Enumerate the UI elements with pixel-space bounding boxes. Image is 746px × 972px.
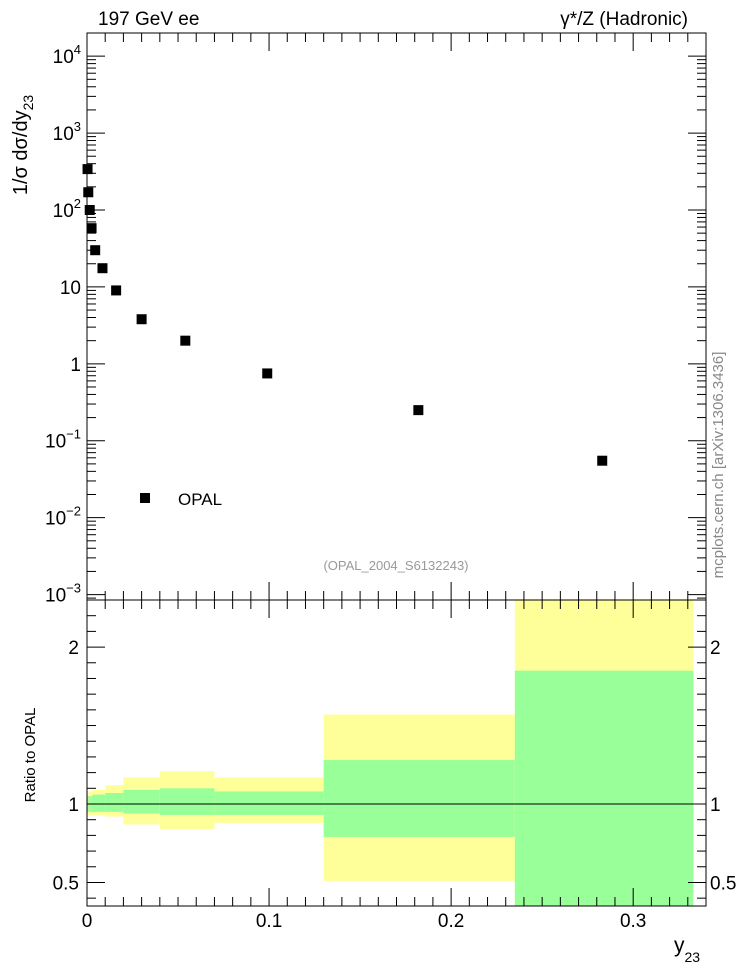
main-y-axis-title-sub: 23 (20, 95, 36, 111)
ratio-panel: 0.5 0.5 1 1 2 2 0 0.1 0.2 0.3 Ratio to OPAL y23 (22, 599, 736, 965)
main-y-tick-label: 103 (53, 119, 81, 145)
main-y-tick-base: 10 (45, 432, 66, 453)
ratio-x-ticks: 0 0.1 0.2 0.3 (82, 600, 707, 932)
main-y-tick-base: 1 (70, 355, 81, 376)
ratio-uncertainty-bands (87, 600, 694, 906)
legend-marker (140, 493, 150, 503)
data-point (111, 285, 122, 296)
main-y-tick-exp: 2 (74, 196, 81, 211)
main-y-tick-exp: −2 (66, 504, 81, 519)
analysis-id-label: (OPAL_2004_S6132243) (323, 558, 468, 573)
inner-uncertainty-band (214, 791, 324, 815)
data-point (82, 164, 93, 175)
ratio-y-tick-label-right: 0.5 (710, 873, 736, 894)
main-y-tick-exp: −3 (66, 581, 81, 596)
inner-uncertainty-band (514, 670, 694, 906)
ratio-y-ticks: 0.5 0.5 1 1 2 2 (53, 615, 736, 899)
ratio-y-tick-label: 2 (68, 638, 79, 659)
main-y-tick-label: 10 (60, 278, 81, 299)
main-y-axis-title-main: 1/σ dσ/dy (10, 110, 32, 195)
main-plot-frame (86, 32, 707, 601)
data-point (262, 368, 273, 379)
inner-uncertainty-band (123, 789, 160, 814)
x-tick-label: 0.3 (620, 911, 646, 932)
data-point (86, 223, 97, 234)
main-y-tick-base: 10 (53, 201, 74, 222)
main-y-tick-base: 10 (45, 586, 66, 607)
legend-label-opal: OPAL (178, 490, 222, 509)
main-y-tick-label: 102 (53, 196, 81, 222)
main-y-tick-base: 10 (45, 509, 66, 530)
x-axis-title: y23 (674, 934, 700, 965)
data-point (413, 405, 424, 416)
ratio-y-tick-label-right: 2 (710, 638, 721, 659)
main-y-tick-exp: −1 (66, 427, 81, 442)
data-point (97, 263, 108, 274)
ratio-y-axis-title: Ratio to OPAL (22, 708, 39, 803)
main-y-tick-label: 10−1 (45, 427, 81, 453)
inner-uncertainty-band (159, 788, 215, 815)
opal-data-points (82, 164, 608, 466)
main-y-tick-label: 10−2 (45, 504, 81, 530)
main-y-tick-label: 1 (70, 355, 81, 376)
main-y-tick-label: 104 (53, 42, 81, 68)
mcplots-credit: mcplots.cern.ch [arXiv:1306.3436] (710, 352, 727, 579)
main-y-tick-base: 10 (53, 124, 74, 145)
main-y-tick-exp: 4 (74, 42, 81, 57)
x-axis-title-main: y (674, 934, 685, 957)
data-point (597, 455, 608, 466)
x-tick-label: 0 (82, 911, 93, 932)
ratio-y-tick-label-right: 1 (710, 795, 721, 816)
main-y-tick-base: 10 (53, 47, 74, 68)
main-y-ticks (86, 32, 707, 600)
energy-label: 197 GeV ee (98, 9, 199, 30)
inner-uncertainty-band (323, 760, 515, 837)
inner-uncertainty-band (105, 793, 124, 812)
ratio-y-tick-label: 0.5 (53, 873, 79, 894)
data-point (90, 245, 101, 256)
main-y-axis-title: 1/σ dσ/dy23 (10, 95, 36, 196)
data-point (136, 314, 147, 325)
x-tick-label: 0.1 (256, 911, 282, 932)
main-y-tick-exp: 3 (74, 119, 81, 134)
legend: OPAL (140, 490, 222, 509)
ratio-y-tick-label: 1 (68, 795, 79, 816)
data-point (83, 187, 94, 198)
data-point (84, 204, 95, 215)
x-tick-label: 0.2 (438, 911, 464, 932)
data-point (180, 335, 191, 346)
process-label: γ*/Z (Hadronic) (560, 9, 688, 30)
inner-uncertainty-band (97, 794, 106, 812)
main-y-tick-base: 10 (60, 278, 81, 299)
main-y-tick-label: 10−3 (45, 581, 81, 607)
x-axis-title-sub: 23 (685, 949, 701, 965)
inner-uncertainty-band (92, 794, 98, 812)
